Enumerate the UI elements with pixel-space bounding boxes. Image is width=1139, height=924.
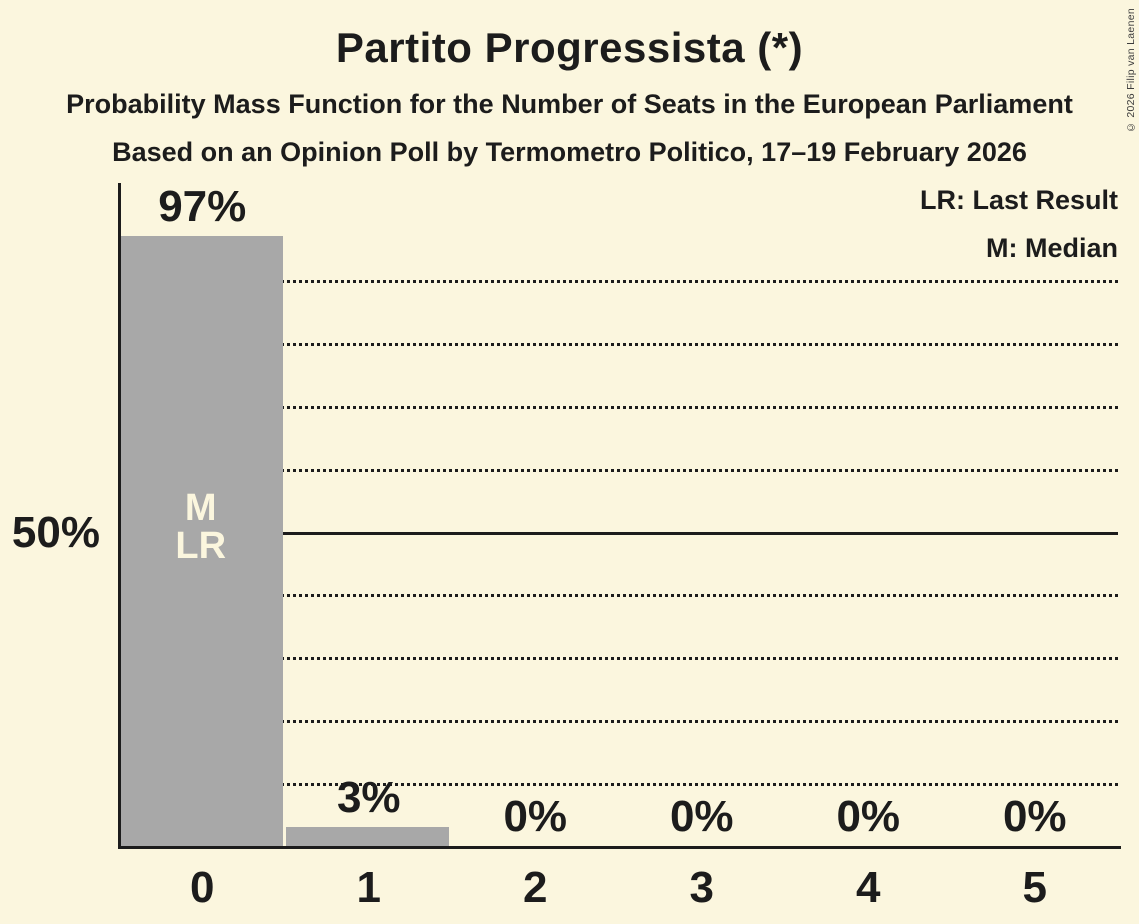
bar-annotation-median-last-result: M LR (175, 487, 227, 567)
gridline-70pct (119, 405, 1118, 409)
gridline-80pct (119, 342, 1118, 346)
bar-1 (285, 827, 449, 846)
gridline-10pct (119, 783, 1118, 787)
chart-subtitle-line2: Based on an Opinion Poll by Termometro P… (112, 137, 1027, 167)
bar-value-label-2: 0% (503, 792, 568, 841)
x-axis-line (117, 846, 1121, 849)
x-tick-label-3: 3 (689, 863, 714, 912)
bar-value-label-0: 97% (158, 181, 247, 231)
bar-0 (119, 235, 283, 846)
bar-value-label-3: 0% (669, 792, 734, 841)
gridline-30pct (119, 657, 1118, 661)
gridline-50pct (119, 531, 1118, 535)
y-axis-tick-label: 50% (11, 508, 100, 557)
x-tick-label-2: 2 (523, 863, 548, 912)
x-tick-label-5: 5 (1022, 863, 1047, 912)
gridline-40pct (119, 594, 1118, 598)
copyright-notice: © 2026 Filip van Laenen (1125, 8, 1137, 134)
legend-median: M: Median (986, 233, 1118, 263)
bar-value-label-4: 0% (836, 792, 901, 841)
y-axis-line (117, 183, 121, 849)
gridline-20pct (119, 720, 1118, 724)
legend-last-result: LR: Last Result (919, 185, 1118, 215)
bar-value-label-1: 3% (336, 773, 401, 823)
bar-value-label-5: 0% (1002, 792, 1067, 841)
x-tick-label-1: 1 (356, 863, 381, 912)
gridline-60pct (119, 468, 1118, 472)
x-tick-label-0: 0 (190, 863, 215, 912)
gridline-90pct (119, 279, 1118, 283)
x-tick-label-4: 4 (856, 863, 881, 912)
chart-title: Partito Progressista (*) (335, 24, 804, 71)
chart-subtitle-line1: Probability Mass Function for the Number… (66, 89, 1073, 119)
